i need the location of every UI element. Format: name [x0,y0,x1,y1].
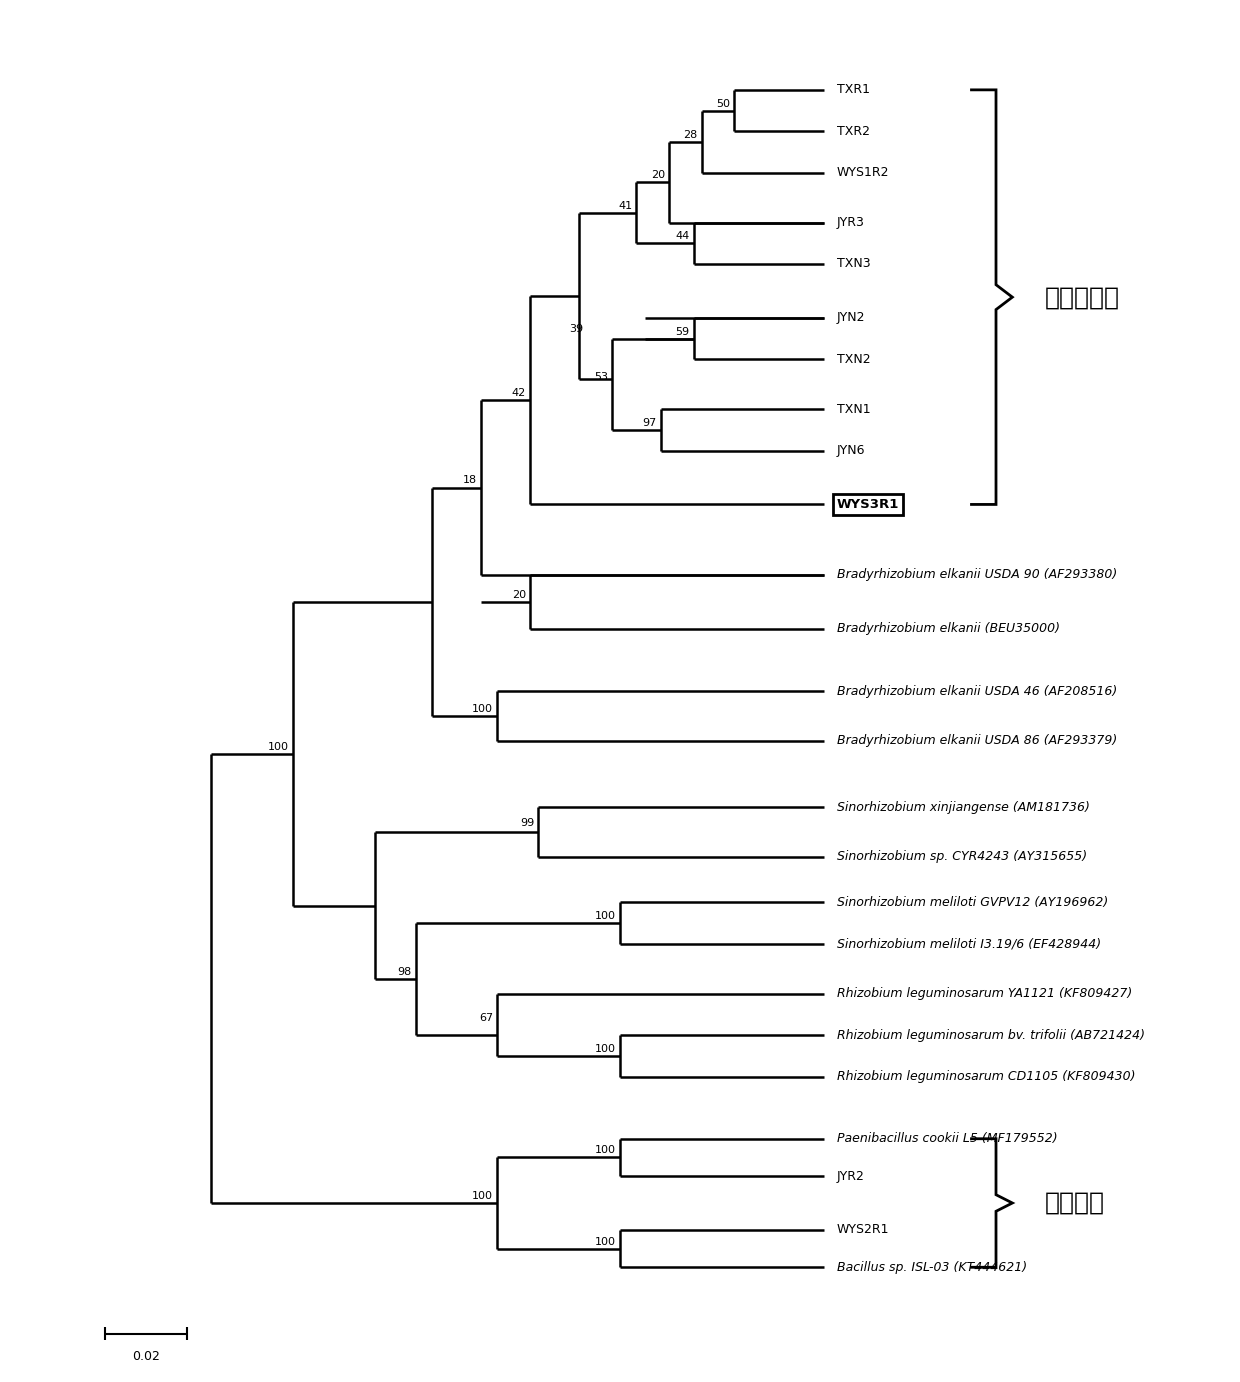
Text: JYN6: JYN6 [837,444,866,457]
Text: 59: 59 [676,326,689,337]
Text: Sinorhizobium meliloti I3.19/6 (EF428944): Sinorhizobium meliloti I3.19/6 (EF428944… [837,937,1101,951]
Text: Bradyrhizobium elkanii USDA 46 (AF208516): Bradyrhizobium elkanii USDA 46 (AF208516… [837,684,1117,698]
Text: Sinorhizobium meliloti GVPV12 (AY196962): Sinorhizobium meliloti GVPV12 (AY196962) [837,896,1107,909]
Text: 42: 42 [512,388,526,398]
Text: TXR1: TXR1 [837,83,869,97]
Text: 100: 100 [472,1191,494,1201]
Text: Bacillus sp. ISL-03 (KT444621): Bacillus sp. ISL-03 (KT444621) [837,1260,1027,1274]
Text: 100: 100 [595,1146,616,1155]
Text: JYR2: JYR2 [837,1169,864,1183]
Text: 39: 39 [569,325,583,334]
Text: 67: 67 [479,1013,494,1023]
Text: Bradyrhizobium elkanii USDA 90 (AF293380): Bradyrhizobium elkanii USDA 90 (AF293380… [837,568,1117,582]
Text: Bradyrhizobium elkanii USDA 86 (AF293379): Bradyrhizobium elkanii USDA 86 (AF293379… [837,734,1117,748]
Text: 100: 100 [595,1237,616,1247]
Text: WYS1R2: WYS1R2 [837,166,889,180]
Text: 41: 41 [618,200,632,210]
Text: 100: 100 [595,1043,616,1053]
Text: TXR2: TXR2 [837,124,869,138]
Text: 97: 97 [642,417,657,428]
Text: Sinorhizobium sp. CYR4243 (AY315655): Sinorhizobium sp. CYR4243 (AY315655) [837,850,1086,864]
Text: 28: 28 [683,130,698,140]
Text: Bradyrhizobium elkanii (BEU35000): Bradyrhizobium elkanii (BEU35000) [837,622,1060,636]
Text: TXN1: TXN1 [837,402,870,416]
Text: JYN2: JYN2 [837,311,866,325]
Text: JYR3: JYR3 [837,216,864,229]
Text: TXN2: TXN2 [837,352,870,366]
Text: WYS3R1: WYS3R1 [837,498,899,511]
Text: TXN3: TXN3 [837,257,870,271]
Text: 20: 20 [512,590,526,600]
Text: 100: 100 [268,742,289,752]
Text: 0.02: 0.02 [131,1350,160,1363]
Text: 芽孢杆菌: 芽孢杆菌 [1045,1191,1105,1215]
Text: 慢生根瘤菌: 慢生根瘤菌 [1045,285,1120,310]
Text: 50: 50 [717,98,730,109]
Text: 20: 20 [651,170,665,180]
Text: Rhizobium leguminosarum CD1105 (KF809430): Rhizobium leguminosarum CD1105 (KF809430… [837,1070,1135,1083]
Text: 100: 100 [595,911,616,920]
Text: Paenibacillus cookii L5 (MF179552): Paenibacillus cookii L5 (MF179552) [837,1132,1058,1146]
Text: Sinorhizobium xinjiangense (AM181736): Sinorhizobium xinjiangense (AM181736) [837,800,1090,814]
Text: Rhizobium leguminosarum YA1121 (KF809427): Rhizobium leguminosarum YA1121 (KF809427… [837,987,1132,1001]
Text: 100: 100 [472,703,494,713]
Text: 44: 44 [676,231,689,242]
Text: 98: 98 [397,967,412,977]
Text: WYS2R1: WYS2R1 [837,1223,889,1237]
Text: 53: 53 [594,372,608,383]
Text: 18: 18 [463,475,477,485]
Text: Rhizobium leguminosarum bv. trifolii (AB721424): Rhizobium leguminosarum bv. trifolii (AB… [837,1028,1145,1042]
Text: 99: 99 [520,818,534,828]
